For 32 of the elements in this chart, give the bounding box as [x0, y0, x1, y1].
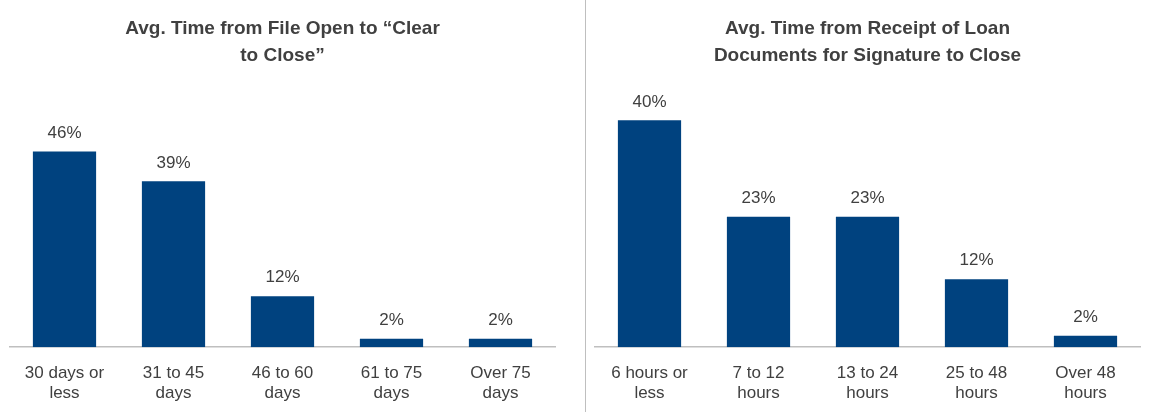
- bar: [32, 151, 97, 348]
- x-tick-label: 7 to 12 hours: [732, 363, 785, 403]
- x-tick-label: 30 days or less: [24, 363, 105, 403]
- data-label: 2%: [1073, 307, 1098, 327]
- data-label: 46%: [47, 122, 82, 142]
- x-tick-label: 25 to 48 hours: [945, 363, 1008, 403]
- data-label: 23%: [850, 187, 885, 207]
- data-label: 39%: [156, 152, 191, 172]
- x-tick-label: 6 hours or less: [611, 363, 689, 403]
- chart-title: Avg. Time from File Open to “Clear to Close”: [124, 16, 441, 67]
- x-tick-label: 61 to 75 days: [360, 363, 423, 403]
- bar: [835, 216, 900, 348]
- bar: [250, 296, 315, 348]
- bar: [726, 216, 791, 348]
- bar: [141, 181, 206, 348]
- x-tick-label: Over 75 days: [470, 363, 531, 403]
- bar: [359, 338, 424, 348]
- data-label: 12%: [265, 267, 300, 287]
- data-label: 12%: [959, 250, 994, 270]
- x-tick-label: 13 to 24 hours: [836, 363, 899, 403]
- bar: [944, 279, 1009, 348]
- chart-title: Avg. Time from Receipt of Loan Documents for Signature to Close: [712, 16, 1023, 67]
- bar: [1053, 335, 1118, 348]
- bar: [617, 120, 682, 348]
- data-label: 2%: [488, 309, 513, 329]
- data-label: 23%: [741, 187, 776, 207]
- data-label: 2%: [379, 309, 404, 329]
- data-label: 40%: [632, 91, 667, 111]
- bar: [468, 338, 533, 348]
- x-tick-label: Over 48 hours: [1055, 363, 1116, 403]
- x-tick-label: 46 to 60 days: [251, 363, 314, 403]
- x-tick-label: 31 to 45 days: [142, 363, 205, 403]
